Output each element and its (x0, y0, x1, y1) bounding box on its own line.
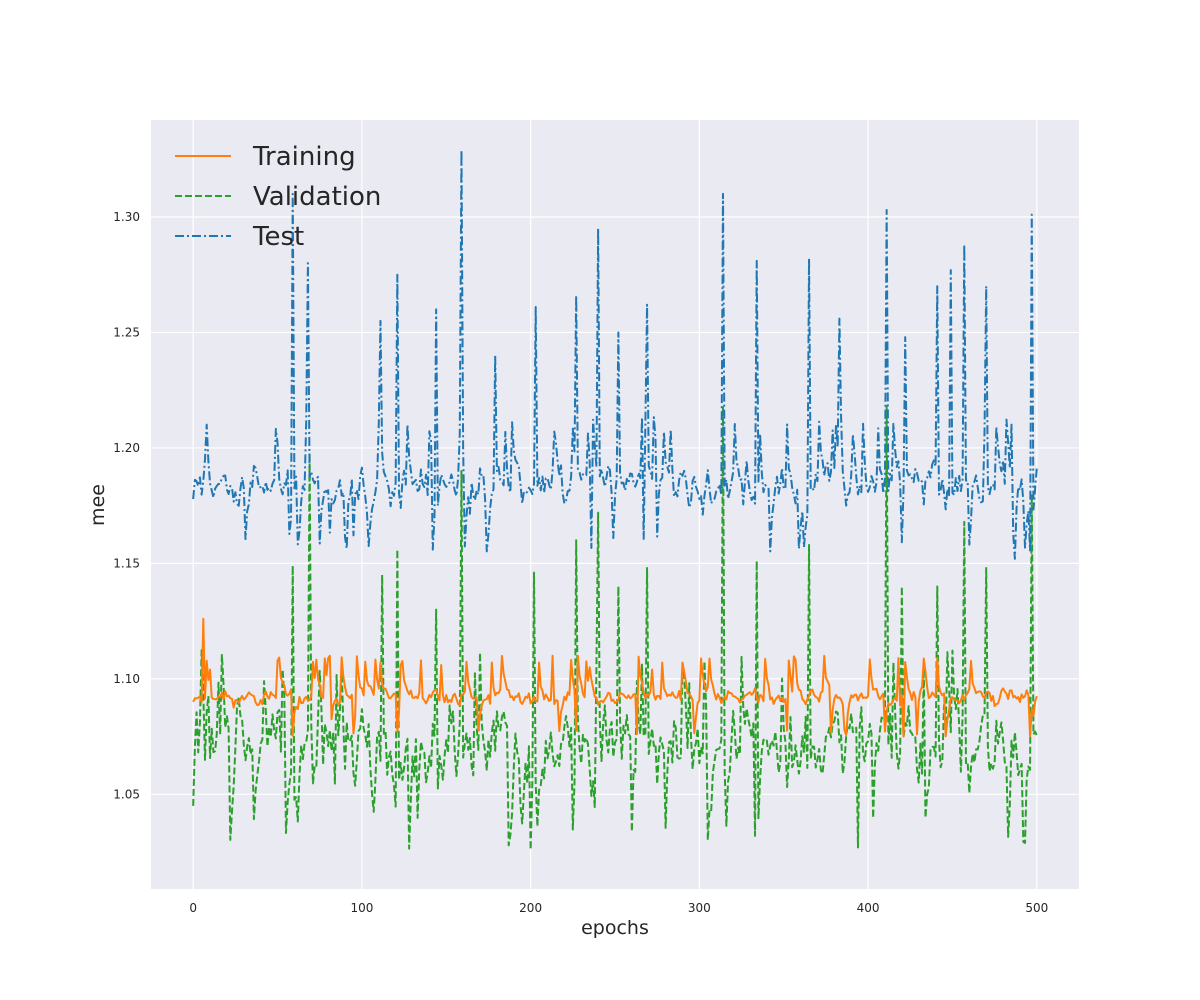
x-tick-label: 200 (519, 901, 542, 915)
x-tick-label: 400 (857, 901, 880, 915)
x-tick-label: 0 (189, 901, 197, 915)
x-tick-label: 300 (688, 901, 711, 915)
series-line-training (192, 617, 1038, 738)
legend: Training Validation Test (175, 142, 381, 252)
legend-label-test: Test (252, 222, 304, 252)
y-tick-label: 1.20 (113, 441, 140, 455)
legend-label-validation: Validation (253, 182, 381, 212)
series-layer (192, 149, 1038, 851)
y-tick-label: 1.10 (113, 672, 140, 686)
tick-labels: 0 100 200 300 400 500 1.05 1.10 1.15 1.20 1.25 1.30 (113, 210, 1048, 915)
grid-lines (151, 120, 1079, 889)
y-tick-label: 1.15 (113, 556, 140, 570)
x-tick-label: 500 (1025, 901, 1048, 915)
legend-label-training: Training (252, 142, 356, 172)
series-line-validation (192, 405, 1038, 851)
y-tick-label: 1.30 (113, 210, 140, 224)
series-line-test (192, 149, 1038, 560)
y-tick-label: 1.25 (113, 325, 140, 339)
x-tick-label: 100 (350, 901, 373, 915)
y-tick-label: 1.05 (113, 787, 140, 801)
y-axis-label: mee (87, 484, 109, 526)
x-axis-label: epochs (581, 917, 649, 939)
